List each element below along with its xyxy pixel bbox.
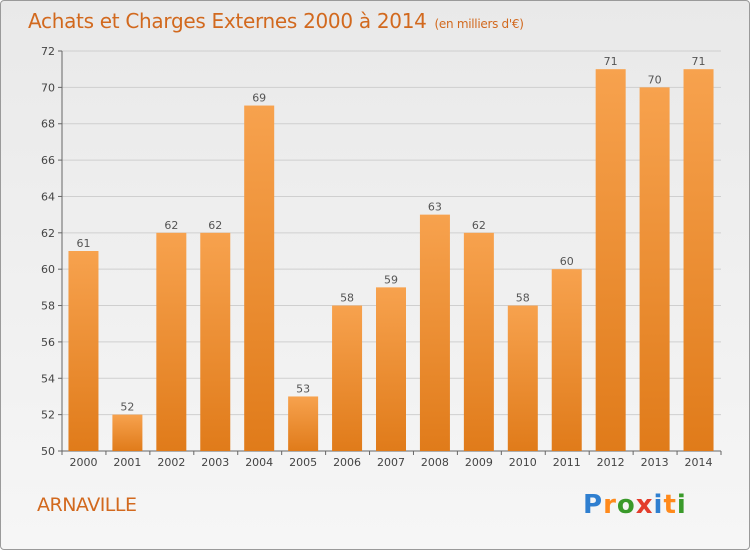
y-tick-label: 54 (41, 372, 55, 385)
y-tick-label: 50 (41, 445, 55, 458)
bar-value-label: 63 (428, 201, 442, 214)
bar-value-label: 58 (340, 292, 354, 305)
bar (112, 414, 143, 451)
bar-value-label: 53 (296, 382, 310, 395)
bar (595, 69, 626, 451)
bar-value-label: 62 (208, 219, 222, 232)
logo-letter: P (583, 490, 604, 520)
logo-letter: o (616, 490, 636, 520)
x-tick-label: 2004 (245, 456, 273, 469)
bar (507, 305, 538, 451)
labels: 61 52 62 62 69 53 58 59 63 62 58 60 71 70 71 (76, 55, 705, 413)
bar (419, 214, 450, 451)
x-tick-label: 2013 (641, 456, 669, 469)
bar (463, 232, 494, 451)
y-tick-label: 58 (41, 300, 55, 313)
logo-letter: i (676, 490, 687, 520)
chart-title: Achats et Charges Externes 2000 à 2014 (e… (28, 9, 524, 33)
logo-letter: t (663, 490, 677, 520)
x-tick-label: 2003 (201, 456, 229, 469)
bar-value-label: 71 (604, 55, 618, 68)
x-tick-label: 2007 (377, 456, 405, 469)
x-tick-label: 2009 (465, 456, 493, 469)
x-tick-label: 2002 (157, 456, 185, 469)
bar-value-label: 52 (120, 401, 134, 414)
bar (68, 251, 99, 451)
y-tick-label: 70 (41, 81, 55, 94)
bar-value-label: 62 (164, 219, 178, 232)
y-tick-label: 56 (41, 336, 55, 349)
bar (200, 232, 231, 451)
bar-value-label: 61 (76, 237, 90, 250)
proxiti-logo: Proxiti (583, 490, 687, 520)
bar (288, 396, 319, 451)
bars (68, 69, 714, 451)
x-tick-label: 2000 (69, 456, 97, 469)
bar (156, 232, 187, 451)
bar (332, 305, 363, 451)
bar-value-label: 62 (472, 219, 486, 232)
bar-value-label: 60 (560, 255, 574, 268)
x-tick-label: 2011 (553, 456, 581, 469)
bar-value-label: 58 (516, 292, 530, 305)
y-tick-label: 68 (41, 118, 55, 131)
x-tick-label: 2008 (421, 456, 449, 469)
chart-title-text: Achats et Charges Externes 2000 à 2014 (28, 9, 427, 33)
y-tick-label: 62 (41, 227, 55, 240)
bar (683, 69, 714, 451)
bar-value-label: 59 (384, 273, 398, 286)
commune-name: ARNAVILLE (37, 494, 137, 516)
bar (244, 105, 275, 451)
x-tick-label: 2001 (113, 456, 141, 469)
bar (551, 269, 582, 451)
logo-letter: r (603, 490, 617, 520)
y-tick-label: 60 (41, 263, 55, 276)
y-tick-label: 72 (41, 45, 55, 58)
y-tick-label: 66 (41, 154, 55, 167)
logo-letter: i (653, 490, 664, 520)
y-tick-label: 64 (41, 190, 55, 203)
x-tick-label: 2005 (289, 456, 317, 469)
y-tick-label: 52 (41, 409, 55, 422)
chart-subtitle: (en milliers d'€) (434, 17, 524, 31)
bar-value-label: 69 (252, 92, 266, 105)
bar-value-label: 71 (692, 55, 706, 68)
bar (376, 287, 406, 451)
x-tick-label: 2012 (597, 456, 625, 469)
x-tick-label: 2010 (509, 456, 537, 469)
bar-value-label: 70 (648, 73, 662, 86)
x-tick-label: 2014 (685, 456, 713, 469)
logo-letter: x (635, 490, 654, 520)
bar (639, 87, 670, 451)
x-tick-label: 2006 (333, 456, 361, 469)
